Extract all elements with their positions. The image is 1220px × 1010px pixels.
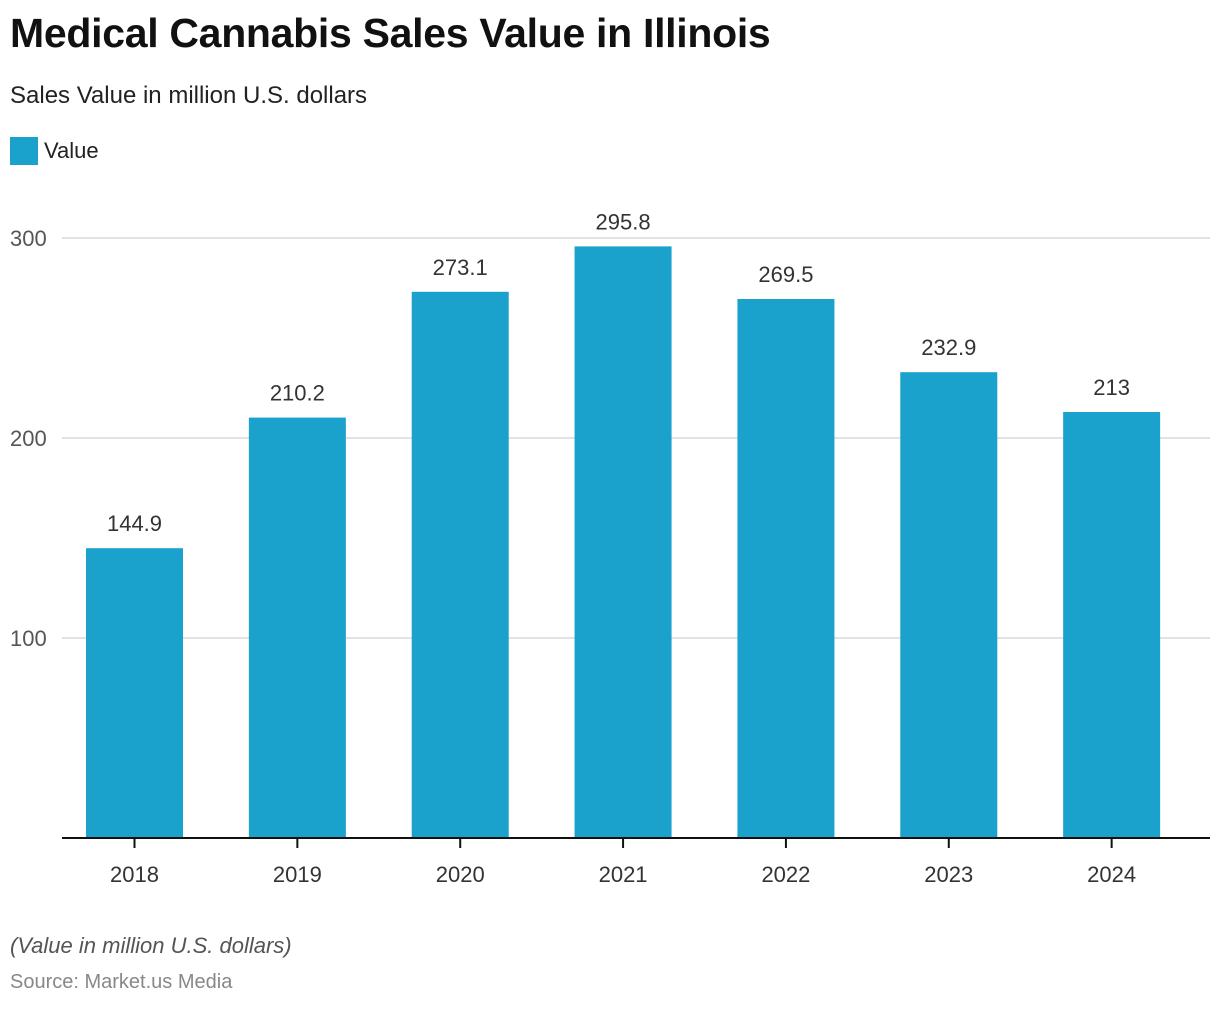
bar-2018 bbox=[86, 548, 183, 838]
x-tick-label-2018: 2018 bbox=[110, 862, 159, 887]
data-label-2024: 213 bbox=[1093, 375, 1130, 400]
x-tick-label-2020: 2020 bbox=[436, 862, 485, 887]
data-label-2020: 273.1 bbox=[433, 255, 488, 280]
x-tick-label-2019: 2019 bbox=[273, 862, 322, 887]
data-labels: 144.9 210.2 273.1 295.8 269.5 232.9 213 bbox=[107, 209, 1130, 536]
y-tick-label: 200 bbox=[10, 426, 47, 451]
legend-label-value: Value bbox=[44, 138, 99, 163]
data-label-2021: 295.8 bbox=[596, 209, 651, 234]
source-credit: Source: Market.us Media bbox=[10, 971, 233, 993]
bar-2024 bbox=[1063, 412, 1161, 838]
bars bbox=[86, 246, 1161, 838]
data-label-2019: 210.2 bbox=[270, 381, 325, 406]
legend: Value bbox=[10, 137, 99, 165]
x-tick-label-2021: 2021 bbox=[599, 862, 648, 887]
chart-subtitle: Sales Value in million U.S. dollars bbox=[10, 82, 368, 109]
x-axis-ticks: 2018 2019 2020 2021 2022 2023 2024 bbox=[110, 838, 1136, 887]
legend-swatch-value bbox=[10, 137, 38, 165]
bar-2020 bbox=[411, 291, 509, 838]
footnote: (Value in million U.S. dollars) bbox=[10, 933, 292, 958]
bar-2023 bbox=[900, 372, 998, 838]
x-tick-label-2022: 2022 bbox=[761, 862, 810, 887]
chart-title: Medical Cannabis Sales Value in Illinois bbox=[10, 10, 771, 56]
bar-2021 bbox=[574, 246, 672, 838]
data-label-2023: 232.9 bbox=[921, 335, 976, 360]
data-label-2022: 269.5 bbox=[758, 262, 813, 287]
y-tick-label: 100 bbox=[10, 626, 47, 651]
bar-2019 bbox=[248, 417, 346, 838]
bar-2022 bbox=[737, 299, 835, 838]
data-label-2018: 144.9 bbox=[107, 511, 162, 536]
x-tick-label-2024: 2024 bbox=[1087, 862, 1136, 887]
y-tick-label: 300 bbox=[10, 226, 47, 251]
x-tick-label-2023: 2023 bbox=[924, 862, 973, 887]
y-axis-ticks: 100 200 300 bbox=[10, 226, 47, 651]
